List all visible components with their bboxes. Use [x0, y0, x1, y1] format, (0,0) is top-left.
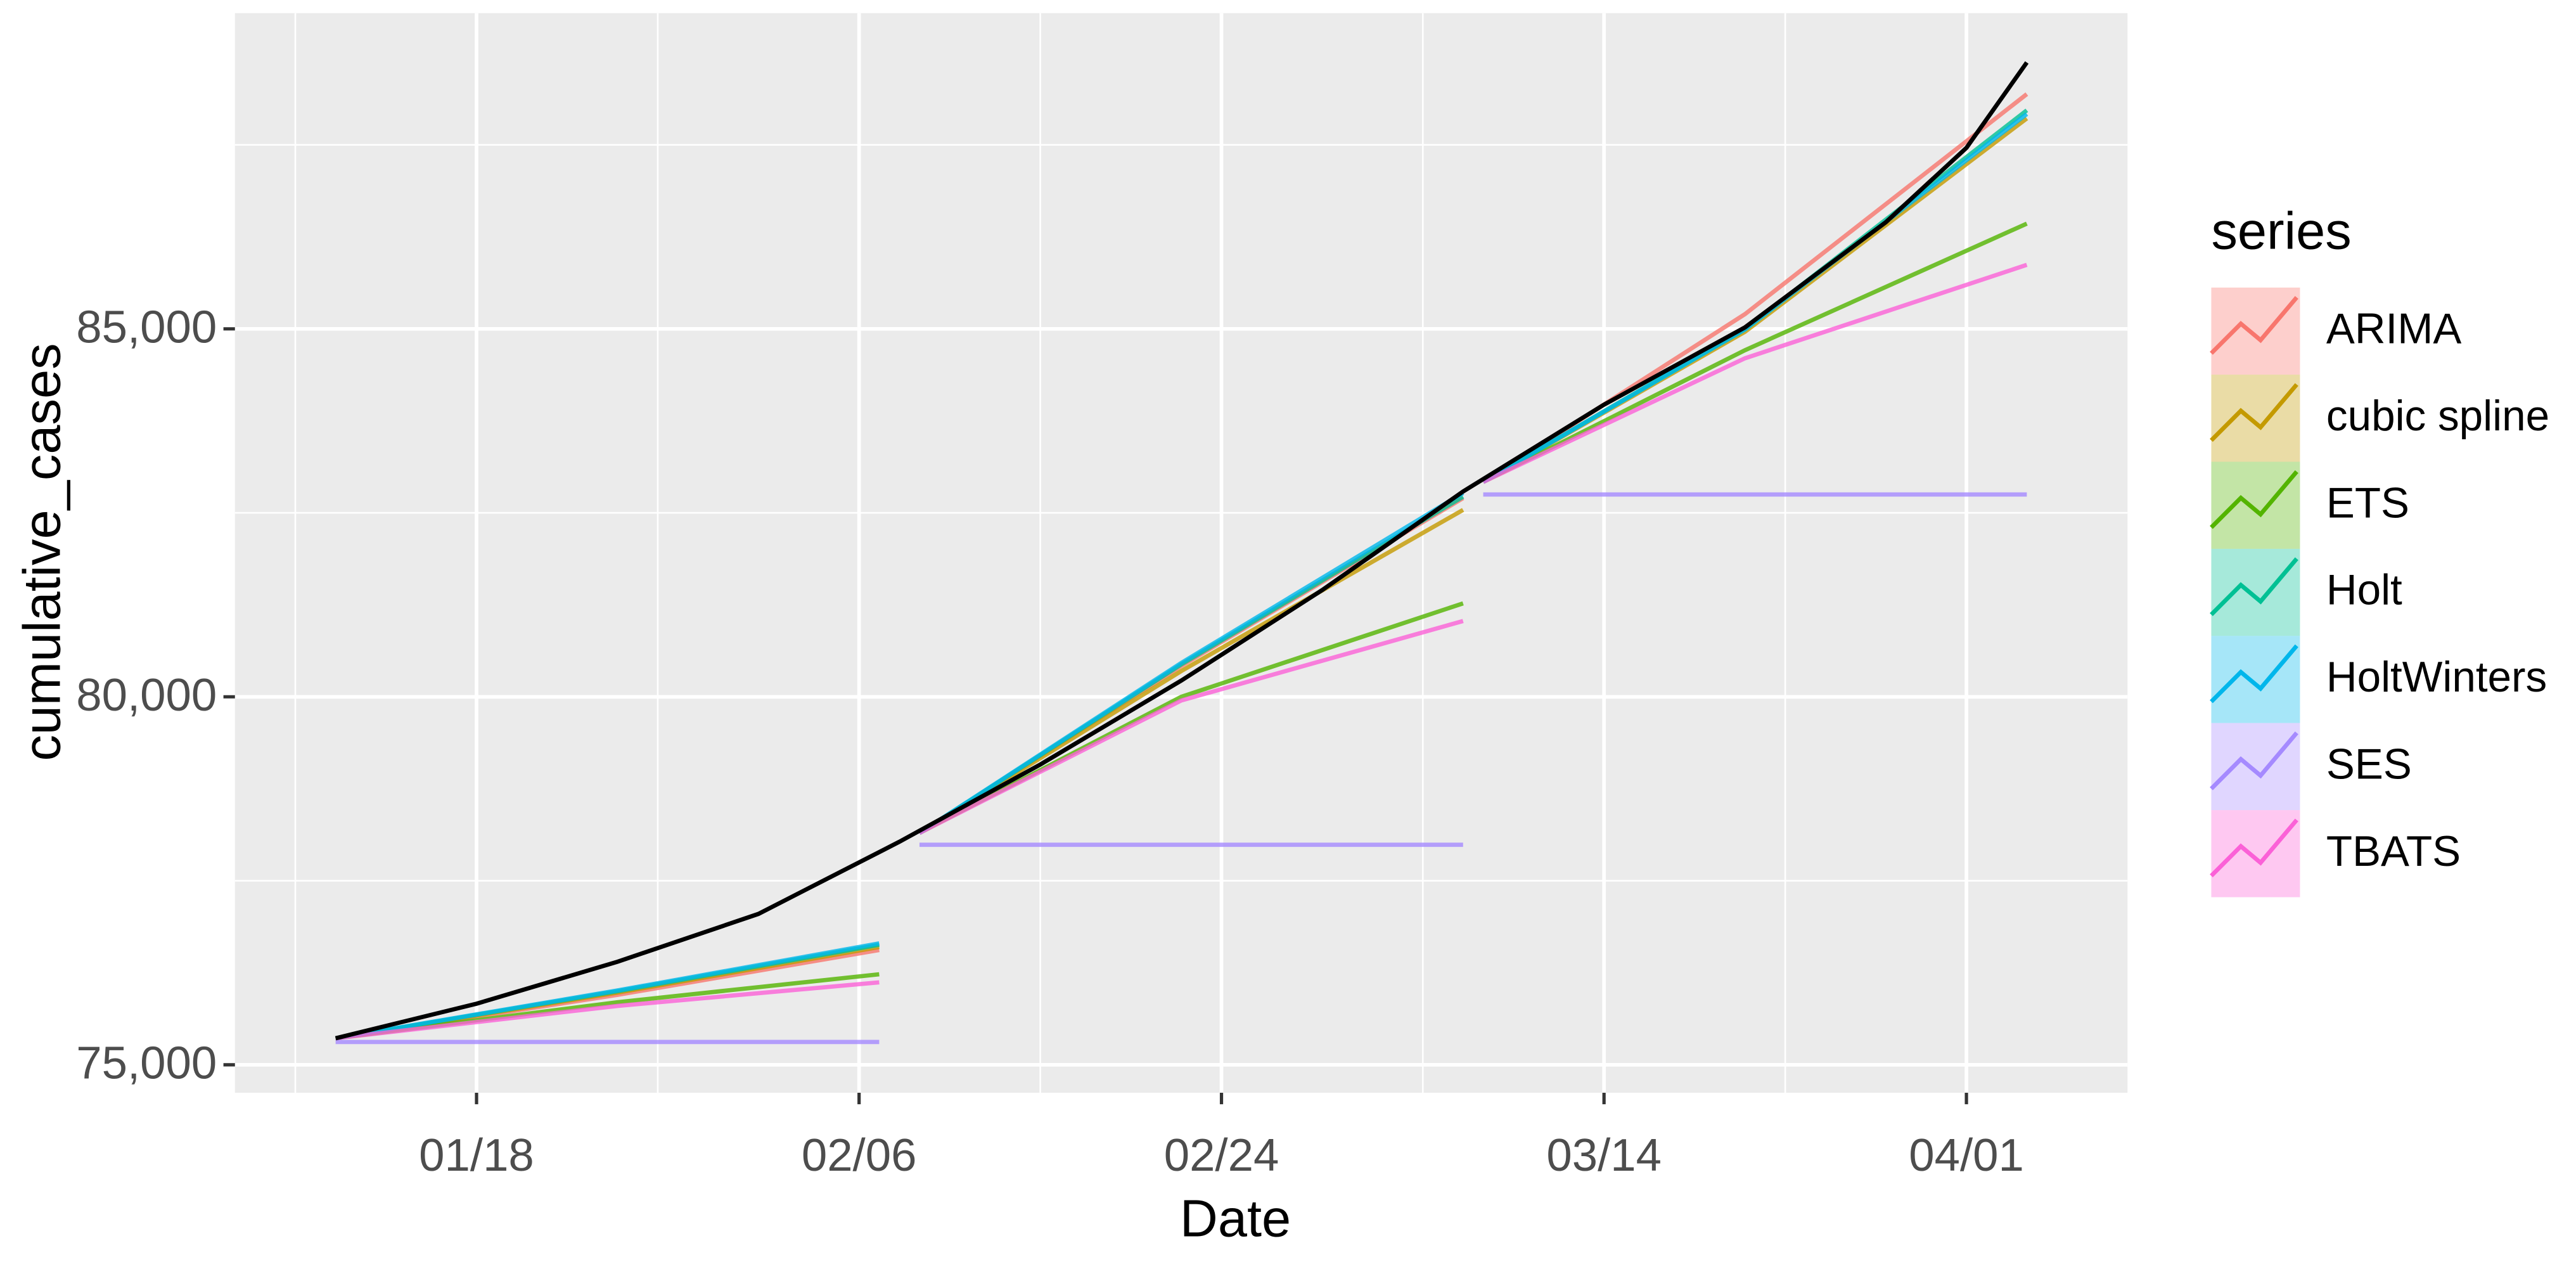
legend-key: [2211, 287, 2300, 375]
y-axis-title: cumulative_cases: [13, 343, 72, 761]
legend-label: TBATS: [2326, 828, 2461, 875]
x-tick-label: 02/24: [1164, 1130, 1279, 1181]
legend-swatch: [2210, 818, 2298, 878]
forecast-line: [335, 492, 2027, 1045]
legend-label: SES: [2326, 740, 2412, 788]
forecast-line: [335, 262, 2028, 1041]
legend-key: [2211, 636, 2300, 723]
legend-key: [2211, 548, 2300, 636]
legend-label: ARIMA: [2326, 305, 2461, 352]
legend-key: [2211, 461, 2300, 549]
y-tick-label: 85,000: [76, 302, 217, 353]
x-axis-title: Date: [1180, 1189, 1291, 1248]
y-tick-label: 80,000: [76, 669, 217, 721]
legend-swatch: [2210, 470, 2298, 529]
x-tick-label: 04/01: [1909, 1130, 2024, 1181]
legend-swatch: [2210, 731, 2298, 790]
legend-title: series: [2211, 202, 2351, 261]
legend-key: [2211, 810, 2300, 898]
legend-label: Holt: [2326, 567, 2402, 614]
x-tick-label: 01/18: [419, 1130, 534, 1181]
legend-key: [2211, 723, 2300, 811]
legend-swatch: [2210, 557, 2298, 616]
legend-swatch: [2210, 644, 2298, 704]
legend-key: [2211, 375, 2300, 462]
y-tick-label: 75,000: [76, 1038, 217, 1089]
legend-swatch: [2210, 296, 2298, 355]
legend-label: ETS: [2326, 479, 2409, 527]
legend-swatch: [2210, 383, 2298, 442]
x-tick-label: 03/14: [1546, 1130, 1662, 1181]
legend-label: HoltWinters: [2326, 654, 2547, 701]
legend-label: cubic spline: [2326, 392, 2549, 440]
panel: [234, 13, 2128, 1093]
x-tick-label: 02/06: [802, 1130, 917, 1181]
observed-line: [335, 61, 2029, 1041]
